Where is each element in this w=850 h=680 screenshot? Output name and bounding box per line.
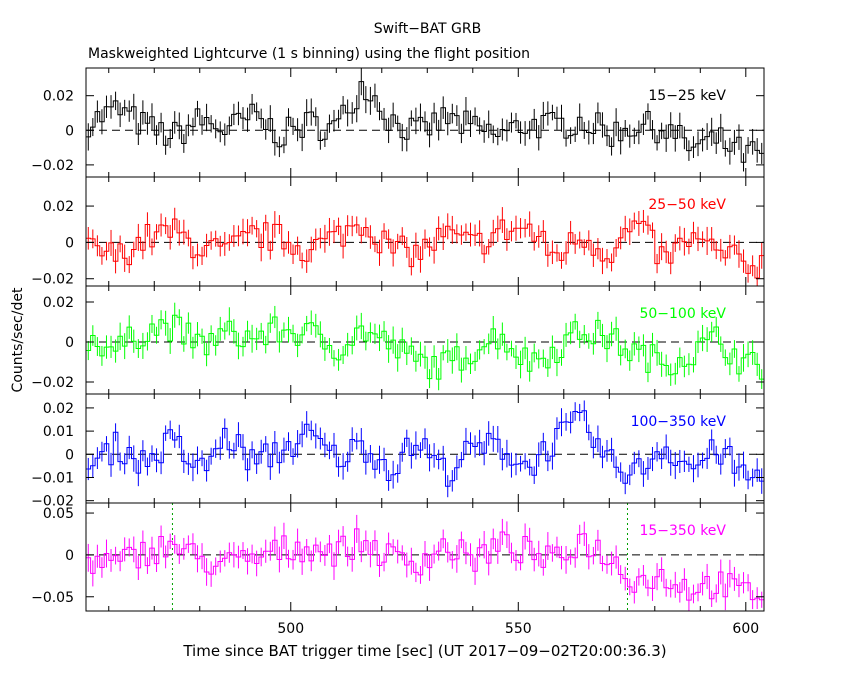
chart-title: Swift−BAT GRB	[373, 21, 482, 37]
y-tick-label: 0	[65, 335, 74, 351]
y-tick-label: 0	[65, 123, 74, 139]
y-tick-label: 0	[65, 447, 74, 463]
y-tick-label: 0.02	[43, 295, 74, 311]
y-tick-label: −0.02	[31, 272, 74, 288]
panel-frame	[85, 502, 765, 612]
y-tick-label: −0.02	[31, 158, 74, 174]
y-tick-label: −0.02	[31, 494, 74, 510]
series-line-4	[86, 528, 764, 601]
y-tick-label: 0.05	[43, 506, 74, 522]
chart-subtitle: Maskweighted Lightcurve (1 s binning) us…	[88, 46, 531, 62]
x-tick-label: 600	[732, 621, 759, 637]
band-label: 15−25 keV	[648, 88, 726, 104]
panel-frame	[85, 285, 765, 395]
y-tick-label: 0	[65, 235, 74, 251]
panel-plot-area-3	[86, 400, 764, 498]
panel-4: −0.05 0 0.05 15−350 keV	[31, 502, 765, 612]
y-axis-label: Counts/sec/det	[10, 287, 26, 392]
series-line-2	[86, 314, 764, 380]
series-line-3	[86, 410, 764, 487]
y-tick-label: 0.01	[43, 424, 74, 440]
panel-2: −0.02 0 0.02 50−100 keV	[31, 285, 765, 395]
series-line-0	[86, 81, 764, 163]
y-tick-label: 0.02	[43, 401, 74, 417]
x-tick-label: 500	[277, 621, 304, 637]
panel-plot-area-1	[86, 207, 764, 286]
panel-0: −0.02 0 0.02 15−25 keV	[31, 67, 765, 178]
panel-1: −0.02 0 0.02 25−50 keV	[31, 176, 765, 288]
band-label: 100−350 keV	[631, 414, 727, 430]
series-line-1	[86, 218, 764, 279]
panel-plot-area-0	[86, 68, 764, 172]
y-tick-label: −0.02	[31, 375, 74, 391]
band-label: 15−350 keV	[639, 523, 726, 539]
x-axis-label: Time since BAT trigger time [sec] (UT 20…	[182, 642, 666, 660]
panel-3: −0.02 −0.01 0 0.01 0.02 100−350 keV	[31, 393, 765, 510]
band-label: 25−50 keV	[648, 197, 726, 213]
y-tick-label: 0.02	[43, 89, 74, 105]
y-tick-label: −0.05	[31, 590, 74, 606]
band-label: 50−100 keV	[639, 306, 726, 322]
y-tick-label: 0.02	[43, 199, 74, 215]
x-tick-label: 550	[505, 621, 532, 637]
y-tick-label: 0	[65, 548, 74, 564]
y-tick-label: −0.01	[31, 470, 74, 486]
panel-plot-area-4	[86, 503, 764, 611]
